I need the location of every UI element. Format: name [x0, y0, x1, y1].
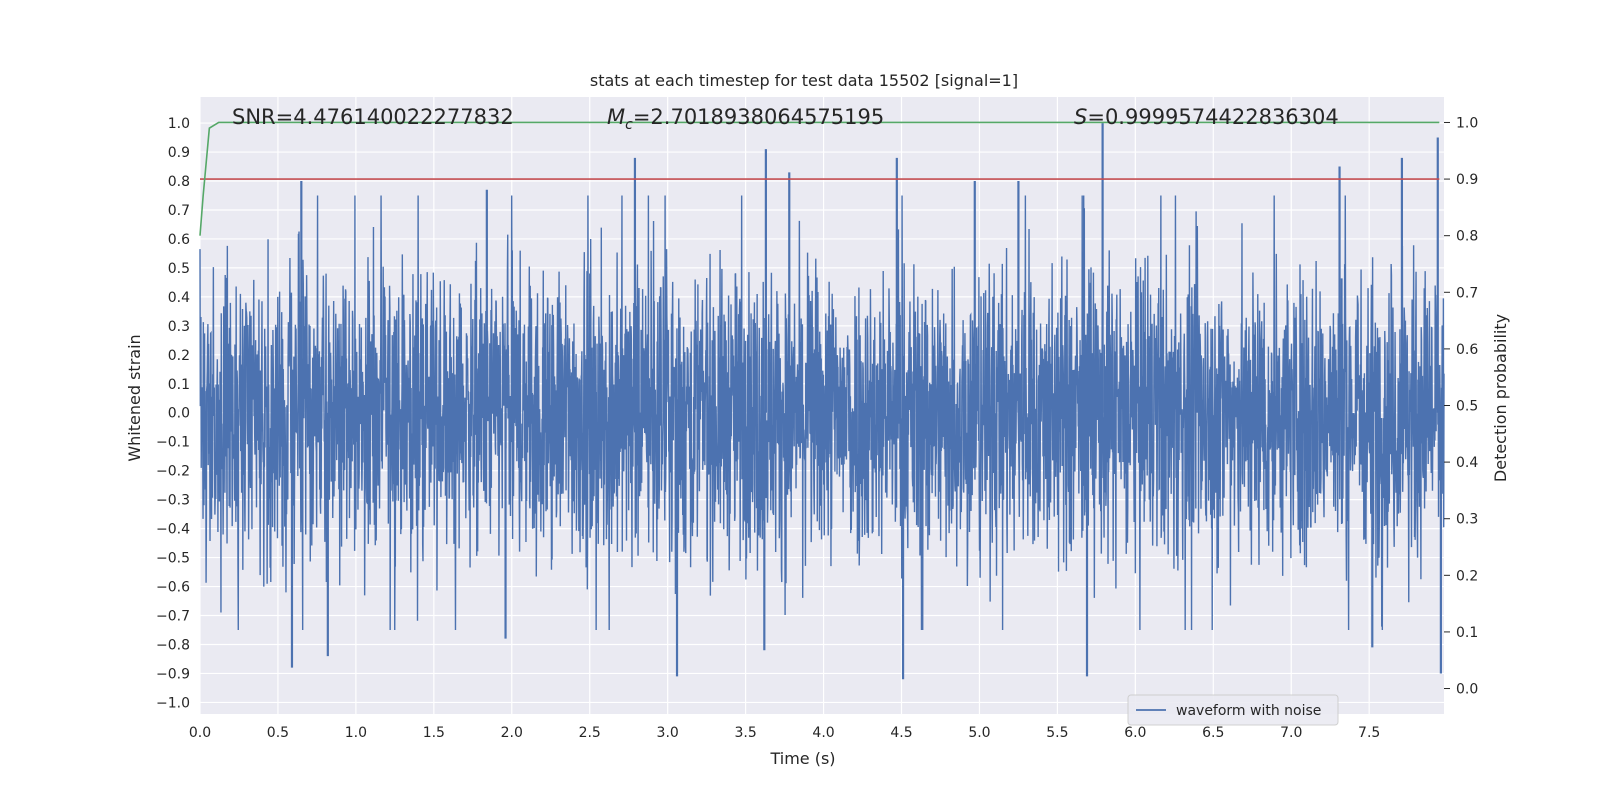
x-tick-label: 7.0 [1280, 725, 1302, 741]
y-tick-label: 0.1 [168, 377, 190, 393]
y-axis-ticks: 1.0 0.9 0.8 0.7 0.6 0.5 0.4 0.3 0.2 0.1 0.0 −0.1 −0.… [156, 116, 190, 711]
s-annotation: S=0.9999574422836304 [1074, 105, 1339, 129]
chart-title: stats at each timestep for test data 155… [590, 71, 1018, 90]
x-tick-label: 7.5 [1358, 725, 1380, 741]
x-tick-label: 5.0 [968, 725, 990, 741]
y-tick-label: 0.6 [168, 232, 190, 248]
y2-axis-label: Detection probability [1491, 314, 1510, 482]
y2-tick-label: 0.7 [1456, 285, 1478, 301]
x-tick-label: 5.5 [1046, 725, 1068, 741]
y-tick-label: −0.9 [156, 666, 190, 682]
x-tick-label: 4.0 [812, 725, 834, 741]
mc-symbol: M [607, 105, 625, 129]
probability-series [199, 121, 1440, 236]
legend-label: waveform with noise [1176, 703, 1321, 719]
y-tick-label: 0.3 [168, 319, 190, 335]
y2-tick-label: 0.5 [1456, 399, 1478, 415]
y-tick-label: −0.4 [156, 522, 190, 538]
x-tick-label: 4.5 [890, 725, 912, 741]
y2-tick-label: 0.4 [1456, 455, 1478, 471]
y2-tick-label: 0.0 [1456, 682, 1478, 698]
y-tick-label: 0.4 [168, 290, 190, 306]
y2-tick-label: 1.0 [1456, 115, 1478, 131]
waveform-line [199, 195, 1445, 631]
y-tick-label: 0.7 [168, 203, 190, 219]
y-tick-label: 0.0 [168, 406, 190, 422]
y2-tick-label: 0.6 [1456, 342, 1478, 358]
detection-probability-line [199, 121, 1440, 236]
y-tick-label: 0.9 [168, 145, 190, 161]
s-symbol: S [1074, 105, 1087, 129]
x-tick-label: 1.5 [423, 725, 445, 741]
x-tick-label: 6.0 [1124, 725, 1146, 741]
x-axis-label: Time (s) [769, 749, 835, 768]
x-axis-ticks: 0.0 0.5 1.0 1.5 2.0 2.5 3.0 3.5 4.0 4.5 5.0 5.5 6.0 6… [189, 725, 1380, 741]
y-tick-label: 1.0 [168, 116, 190, 132]
y-tick-label: −0.5 [156, 551, 190, 567]
y2-tick-label: 0.1 [1456, 625, 1478, 641]
y2-axis-ticks: 1.0 0.9 0.8 0.7 0.6 0.5 0.4 0.3 0.2 0.1 0.0 [1444, 115, 1478, 698]
legend-box [1127, 694, 1339, 726]
y2-tick-label: 0.8 [1456, 229, 1478, 245]
y-tick-label: −0.7 [156, 609, 190, 625]
x-tick-label: 0.5 [267, 725, 289, 741]
snr-annotation: SNR=4.476140022277832 [232, 105, 514, 129]
mc-annotation: Mc=2.7018938064575195 [607, 105, 884, 133]
legend: waveform with noise [1127, 694, 1339, 726]
mc-subscript: c [625, 117, 633, 133]
s-value: =0.9999574422836304 [1087, 105, 1338, 129]
y2-tick-label: 0.9 [1456, 172, 1478, 188]
y-tick-label: −0.1 [156, 435, 190, 451]
x-tick-label: 6.5 [1202, 725, 1224, 741]
y-tick-label: −1.0 [156, 695, 190, 711]
y-tick-label: −0.6 [156, 580, 190, 596]
waveform-series [199, 123, 1445, 680]
x-tick-label: 3.0 [657, 725, 679, 741]
mc-value: =2.7018938064575195 [633, 105, 884, 129]
x-tick-label: 3.5 [734, 725, 756, 741]
y2-tick-label: 0.2 [1456, 568, 1478, 584]
y-tick-label: 0.5 [168, 261, 190, 277]
y-tick-label: −0.3 [156, 493, 190, 509]
y-tick-label: −0.8 [156, 637, 190, 653]
x-tick-label: 2.5 [579, 725, 601, 741]
y2-tick-label: 0.3 [1456, 512, 1478, 528]
y-tick-label: 0.8 [168, 174, 190, 190]
y-axis-label: Whitened strain [125, 334, 144, 461]
x-tick-label: 2.0 [501, 725, 523, 741]
x-tick-label: 0.0 [189, 725, 211, 741]
y-tick-label: −0.2 [156, 464, 190, 480]
y-tick-label: 0.2 [168, 348, 190, 364]
x-tick-label: 1.0 [345, 725, 367, 741]
